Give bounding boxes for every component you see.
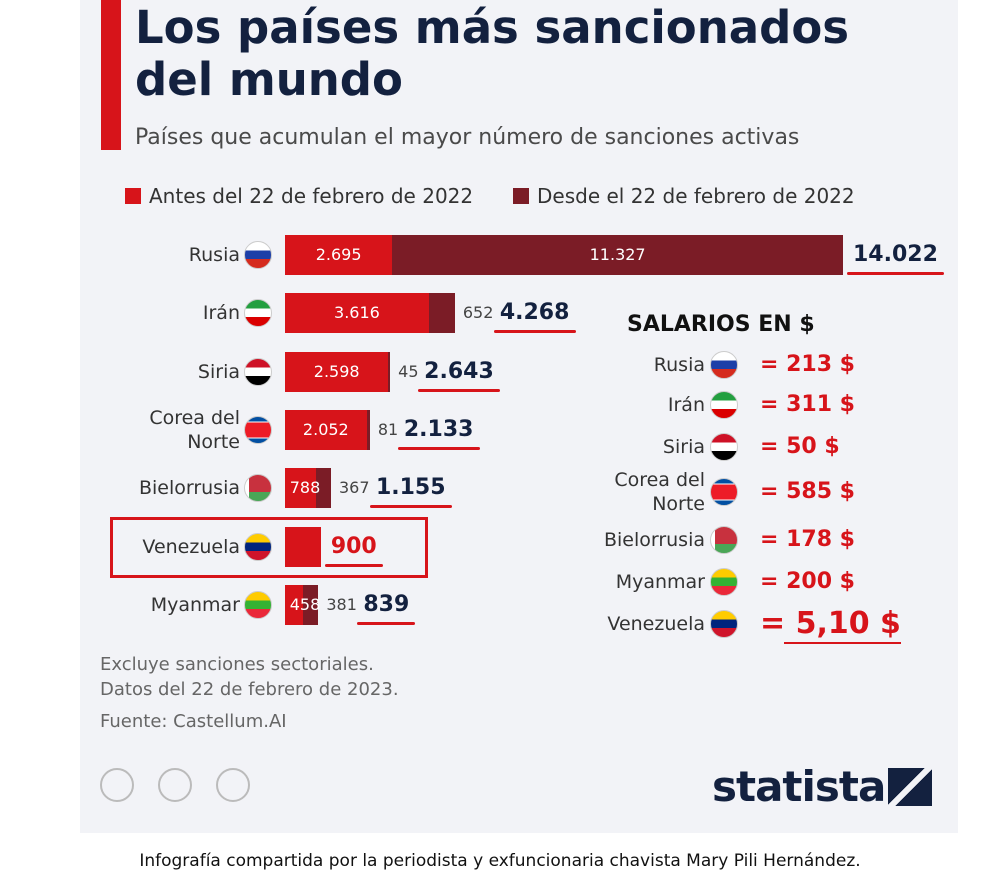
bar	[388, 351, 391, 392]
total-label: 2.643	[424, 358, 494, 384]
bar	[285, 351, 389, 392]
value-label: 652	[462, 303, 494, 323]
source: Fuente: Castellum.AI	[100, 711, 287, 732]
value-label: 458	[289, 594, 321, 614]
cc-icon	[100, 768, 134, 802]
total-label: 2.133	[403, 416, 474, 442]
value-label: 367	[338, 478, 370, 498]
chart-title: Los países más sancionados del mundo	[135, 1, 850, 106]
salary-label: = 50 $	[760, 434, 840, 459]
accent-bar	[101, 0, 121, 150]
salary-label: = 213 $	[760, 352, 855, 377]
underline	[784, 642, 901, 644]
flag	[244, 590, 272, 619]
value-label: 45	[398, 361, 419, 381]
value-label: 81	[377, 419, 399, 439]
flag	[710, 391, 738, 419]
salary-label: = 311 $	[760, 392, 855, 417]
value-label: 788	[289, 478, 321, 498]
value-label: 11.327	[589, 245, 646, 264]
legend-label: Desde el 22 de febrero de 2022	[537, 184, 855, 208]
salary-label: = 585 $	[760, 479, 855, 504]
underline	[493, 330, 576, 334]
flag	[710, 478, 738, 506]
salary-country: Siria	[662, 436, 705, 458]
bar	[392, 235, 843, 275]
category-label: Siria	[197, 360, 240, 383]
salary-country: Bielorrusia	[603, 529, 705, 551]
flag	[244, 532, 272, 561]
salary-country: Irán	[667, 394, 705, 416]
flag	[244, 415, 272, 444]
category-label: Irán	[202, 302, 240, 325]
flag	[244, 474, 272, 503]
bar	[316, 468, 331, 509]
bar	[285, 584, 304, 625]
salary-label: = 178 $	[760, 527, 855, 552]
salary-country: Rusia	[653, 354, 705, 376]
underline	[847, 272, 944, 275]
salary-label: = 200 $	[760, 569, 855, 594]
chart-subtitle: Países que acumulan el mayor número de s…	[135, 125, 800, 150]
total-label: 900	[330, 533, 377, 559]
bar	[285, 293, 429, 334]
category-label: Bielorrusia	[138, 477, 240, 500]
salary-country: Venezuela	[607, 613, 705, 635]
total-label: 1.155	[375, 475, 446, 501]
bar	[285, 235, 393, 275]
value-label: 381	[326, 594, 357, 614]
legend-swatch	[513, 188, 529, 204]
flag	[710, 610, 738, 638]
salary-label: = 5,10 $	[760, 606, 901, 641]
flag	[244, 299, 272, 328]
value-label: 2.052	[302, 419, 349, 439]
underline	[369, 505, 452, 509]
salaries-title: SALARIOS EN $	[627, 312, 815, 337]
flag	[710, 433, 738, 461]
flag	[244, 241, 272, 269]
flag	[710, 526, 738, 554]
legend-label: Antes del 22 de febrero de 2022	[149, 184, 474, 208]
flag	[710, 351, 738, 379]
underline	[357, 621, 416, 625]
value-label: 2.695	[315, 245, 362, 264]
total-label: 839	[363, 591, 410, 617]
card	[80, 0, 958, 833]
salary-country: Myanmar	[615, 571, 705, 593]
bar	[366, 409, 370, 450]
value-label: 3.616	[334, 303, 380, 323]
note: Datos del 22 de febrero de 2023.	[100, 679, 399, 700]
underline	[324, 563, 383, 567]
total-label: 4.268	[499, 300, 570, 326]
value-label: 2.598	[313, 361, 360, 381]
bar	[285, 409, 367, 450]
bar	[428, 293, 455, 334]
salary-country: Corea del Norte	[614, 469, 705, 515]
underline	[418, 388, 501, 392]
category-label: Venezuela	[142, 535, 240, 558]
cc-icons	[100, 768, 260, 804]
brand-logo	[888, 768, 932, 806]
by-icon	[158, 768, 192, 802]
category-label: Myanmar	[150, 593, 240, 616]
note: Excluye sanciones sectoriales.	[100, 654, 374, 675]
bar	[285, 526, 321, 567]
total-label: 14.022	[853, 242, 938, 267]
category-label: Rusia	[188, 244, 240, 266]
bar	[303, 584, 319, 625]
category-label: Corea del Norte	[149, 406, 240, 453]
bar	[285, 468, 317, 509]
venezuela-highlight	[110, 517, 428, 578]
nd-icon	[216, 768, 250, 802]
flag	[244, 357, 272, 386]
flag	[710, 568, 738, 596]
underline	[397, 446, 480, 450]
legend-swatch	[125, 188, 141, 204]
brand: statista	[712, 762, 886, 811]
caption: Infografía compartida por la periodista …	[139, 851, 861, 871]
